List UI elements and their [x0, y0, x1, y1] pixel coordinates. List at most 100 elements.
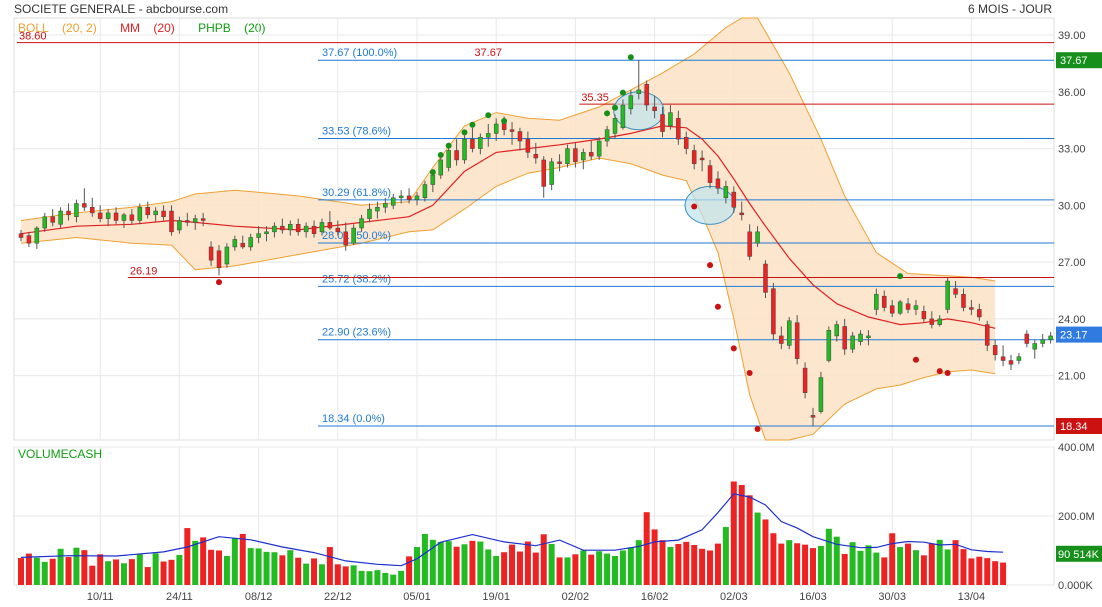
candle-body	[311, 225, 317, 234]
volume-bar	[786, 540, 793, 585]
volume-bar	[41, 561, 48, 585]
legend-boll-params: (20, 2)	[62, 21, 97, 35]
volume-bar	[905, 543, 912, 585]
candle-body	[288, 224, 293, 231]
volume-bar	[382, 572, 389, 585]
signal-dot-down	[216, 279, 222, 286]
signal-dot-up	[619, 89, 626, 96]
volume-bar	[445, 541, 452, 585]
candle-body	[145, 206, 150, 216]
candle-body	[454, 150, 459, 161]
candle-body	[684, 136, 689, 149]
volume-bar	[738, 484, 745, 585]
candle-body	[200, 218, 206, 221]
volume-badge	[1056, 545, 1102, 562]
support-resistance-label: 35.35	[581, 92, 609, 104]
volume-bar	[730, 481, 737, 585]
volume-bar	[817, 546, 824, 585]
candle-body	[161, 210, 166, 217]
volume-bar	[635, 540, 642, 585]
fib-level-label: 30.29 (61.8%)	[322, 187, 391, 199]
candle-body	[256, 233, 261, 238]
volume-bar	[89, 565, 96, 585]
volume-bar	[912, 550, 919, 585]
fib-level-label: 37.67 (100.0%)	[322, 47, 397, 59]
volume-badge-label: 90 514K	[1058, 549, 1100, 561]
price-badge	[1056, 417, 1102, 434]
signal-dot-down	[714, 303, 721, 310]
candle-body	[185, 220, 190, 223]
candle-body	[747, 231, 752, 257]
candle-body	[486, 133, 491, 138]
chart-title: SOCIETE GENERALE - abcbourse.com	[14, 2, 229, 16]
candle-body	[866, 335, 871, 339]
fib-level-label: 25.72 (38.2%)	[322, 273, 391, 285]
candle-body	[58, 210, 63, 225]
candle-body	[383, 203, 388, 208]
x-tick-label: 08/12	[245, 591, 273, 603]
candle-body	[802, 367, 808, 393]
candle-body	[937, 318, 942, 325]
bollinger-lower-line	[20, 157, 996, 441]
candle-body	[327, 222, 333, 229]
volume-tick-label: 400.0M	[1058, 442, 1095, 454]
price-tick-label: 39.00	[1058, 30, 1086, 42]
volume-bar	[881, 557, 888, 585]
chart-period: 6 MOIS - JOUR	[968, 2, 1053, 16]
candle-body	[676, 118, 681, 140]
volume-bar	[303, 563, 310, 585]
candle-body	[620, 104, 626, 129]
volume-bar	[216, 550, 222, 585]
legend-phpb-label: PHPB	[198, 21, 231, 35]
candle-body	[731, 191, 737, 208]
candle-body	[604, 129, 610, 142]
volume-bar	[152, 553, 159, 585]
support-resistance-label: 26.19	[130, 265, 158, 277]
candle-body	[34, 227, 40, 244]
volume-bar	[81, 550, 88, 585]
candle-body	[438, 159, 444, 176]
candle-body	[699, 157, 705, 161]
volume-bar	[992, 561, 999, 585]
volume-bar	[295, 557, 302, 585]
candle-body	[66, 210, 71, 216]
candle-body	[1024, 333, 1030, 344]
candle-body	[945, 280, 950, 310]
candle-body	[549, 161, 554, 185]
volume-bar	[342, 566, 349, 585]
price-panel-frame	[13, 17, 1055, 441]
candle-body	[771, 288, 776, 335]
volume-bar	[374, 570, 381, 585]
volume-bar	[33, 557, 40, 585]
bollinger-upper-line	[20, 17, 996, 282]
candle-body	[42, 216, 48, 229]
volume-bar	[57, 548, 64, 585]
volume-bar	[952, 540, 959, 585]
volume-bar	[469, 540, 476, 585]
candle-body	[177, 220, 182, 231]
volume-bar	[144, 567, 151, 585]
bollinger-band-fill	[21, 18, 996, 440]
signal-dot-down	[944, 369, 951, 376]
candle-body	[398, 195, 404, 199]
moving-average-line	[20, 125, 996, 329]
candle-body	[470, 138, 475, 149]
candle-body	[565, 148, 570, 164]
candle-body	[509, 129, 515, 132]
candle-body	[216, 250, 222, 269]
candle-body	[232, 239, 238, 248]
price-badge-label: 23.17	[1060, 330, 1088, 342]
volume-bar	[279, 555, 286, 585]
candle-body	[462, 138, 467, 161]
candle-body	[557, 161, 562, 164]
candle-body	[897, 301, 903, 314]
volume-bar	[366, 571, 373, 585]
volume-bar	[334, 564, 341, 585]
volume-bar	[311, 558, 318, 585]
volume-bar	[944, 549, 951, 585]
volume-bar	[97, 554, 104, 585]
candle-body	[1008, 360, 1014, 365]
volume-bar	[572, 554, 579, 585]
candle-body	[889, 305, 895, 314]
volume-bar	[184, 528, 191, 585]
